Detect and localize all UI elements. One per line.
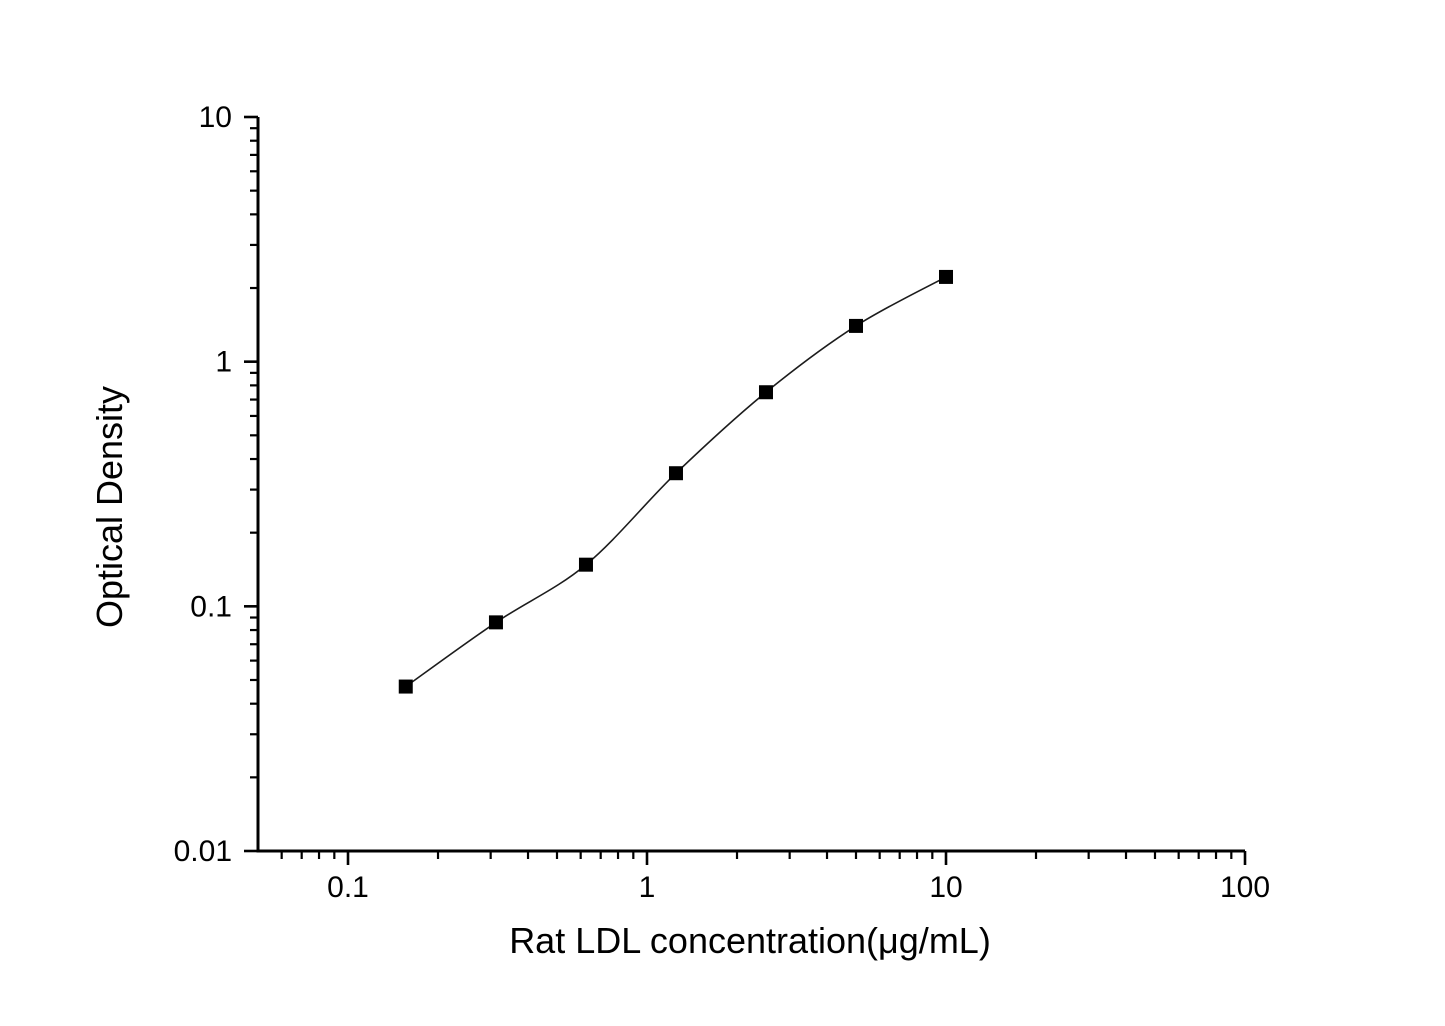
x-tick-label: 1 [639,871,656,904]
data-point-marker [848,318,863,333]
axes [256,117,1245,853]
y-tick-label: 0.01 [174,835,232,868]
axis-ticks [244,115,1247,865]
data-point-marker [578,557,593,572]
x-tick-label: 100 [1220,871,1270,904]
x-tick-label: 10 [929,871,962,904]
axis-tick-labels: 0.1 1 10 100 0.01 0.1 1 10 [174,101,1270,904]
fit-curve [405,276,947,688]
data-point-marker [488,615,503,630]
data-series [398,269,954,694]
data-point-marker [398,679,413,694]
y-axis-title: Optical Density [89,386,130,628]
data-point-marker [668,466,683,481]
data-point-marker [939,269,954,284]
data-point-marker [758,385,773,400]
y-tick-label: 10 [199,101,232,134]
y-tick-label: 1 [215,346,232,379]
x-axis-title: Rat LDL concentration(μg/mL) [509,920,991,961]
x-tick-label: 0.1 [327,871,369,904]
y-tick-label: 0.1 [190,590,232,623]
